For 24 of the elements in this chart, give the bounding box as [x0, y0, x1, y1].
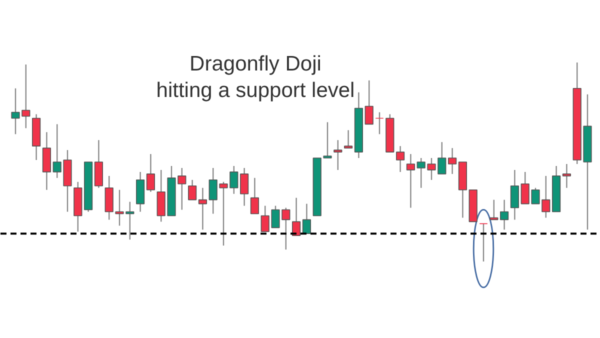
candlestick	[364, 80, 374, 125]
candlestick	[406, 153, 415, 208]
candlestick	[510, 169, 519, 220]
candlestick	[188, 179, 197, 200]
candlestick	[500, 199, 509, 230]
candlestick	[490, 199, 498, 220]
candlestick	[448, 147, 457, 175]
candlestick	[302, 203, 311, 234]
candlestick	[250, 177, 259, 214]
candlestick	[479, 223, 488, 262]
candlestick	[562, 163, 571, 188]
candlestick	[375, 112, 384, 135]
candlestick	[334, 140, 342, 171]
candlestick	[136, 171, 145, 212]
chart-title: Dragonfly Doji hitting a support level	[156, 52, 355, 102]
candlestick	[240, 167, 249, 206]
candlestick	[396, 145, 405, 173]
candlestick	[146, 153, 155, 192]
candlestick	[198, 187, 207, 230]
candlestick	[292, 197, 301, 236]
candlestick	[42, 132, 51, 190]
candlestick	[94, 140, 103, 188]
candlestick	[344, 130, 353, 149]
candlestick	[323, 122, 332, 159]
